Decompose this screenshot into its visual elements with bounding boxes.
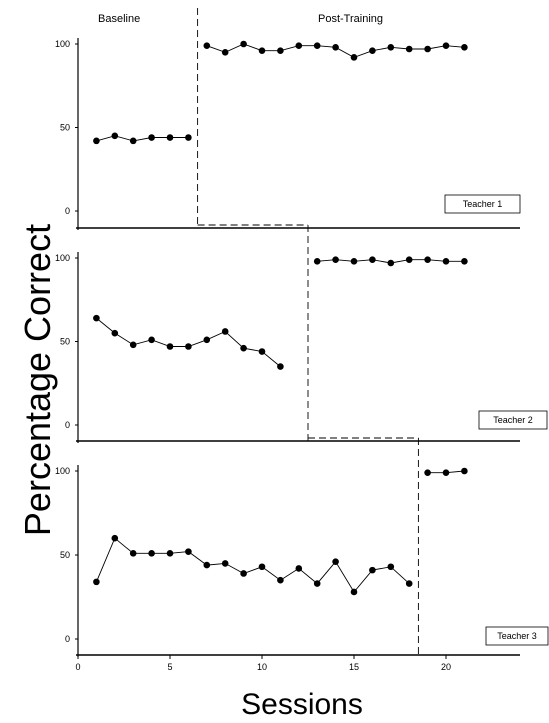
data-point	[221, 328, 229, 335]
data-point	[313, 42, 321, 49]
data-point	[332, 256, 339, 263]
teacher-label: Teacher 3	[497, 631, 537, 641]
data-point	[369, 256, 376, 263]
data-point	[148, 336, 155, 344]
series-line-baseline	[95, 537, 410, 593]
data-point	[166, 134, 174, 141]
data-point	[240, 570, 247, 577]
panel-1: 0 50 100 Teacher 1	[55, 38, 521, 230]
data-point	[332, 44, 339, 51]
phase-label-baseline: Baseline	[98, 13, 140, 25]
data-point	[258, 563, 266, 571]
data-point	[129, 137, 137, 145]
teacher-label-box	[478, 410, 548, 430]
data-point	[277, 576, 284, 584]
data-point	[442, 469, 450, 476]
panels: 0 50 100 Teacher 1 0 50 100 Teacher 2 0 50 100 Teac…	[55, 38, 549, 657]
data-point	[313, 258, 321, 265]
data-point	[203, 336, 211, 344]
data-point	[148, 550, 155, 557]
data-point	[240, 40, 247, 48]
data-point	[350, 54, 358, 61]
teacher-label: Teacher 1	[463, 199, 503, 209]
data-point	[240, 344, 247, 352]
x-axis: 0 5 10 15 20	[75, 655, 451, 672]
data-point	[93, 578, 100, 586]
data-point	[277, 47, 284, 54]
data-point	[461, 258, 468, 265]
data-point	[424, 256, 431, 263]
data-point	[442, 258, 450, 265]
y-tick-label: 50	[60, 123, 70, 133]
series-line-baseline	[96, 317, 281, 367]
data-point	[111, 132, 119, 140]
phase-label-post-training: Post-Training	[318, 13, 383, 25]
data-point	[369, 47, 376, 54]
y-tick-label: 100	[55, 39, 70, 49]
panel-2: 0 50 100 Teacher 2	[55, 252, 548, 443]
data-point	[203, 42, 211, 49]
data-point	[129, 550, 137, 557]
data-point	[185, 548, 192, 555]
data-point	[387, 259, 395, 267]
data-point	[313, 580, 321, 587]
data-point	[93, 137, 100, 145]
data-point	[387, 563, 395, 571]
data-point	[295, 42, 303, 49]
data-point	[203, 561, 211, 569]
data-point	[369, 566, 376, 574]
data-point	[221, 49, 229, 56]
x-tick-label: 10	[257, 662, 267, 672]
data-point	[166, 550, 174, 557]
data-point	[350, 258, 358, 265]
phase-change-lines	[197, 8, 419, 655]
y-tick-label: 0	[65, 206, 70, 216]
y-tick-label: 50	[60, 550, 70, 560]
data-point	[258, 348, 266, 355]
data-point	[405, 45, 413, 53]
data-point	[221, 560, 229, 567]
data-point	[350, 588, 358, 596]
data-point	[185, 343, 192, 350]
data-point	[277, 363, 284, 370]
panel-3: 0 50 100 Teacher 3	[55, 465, 549, 657]
teacher-label-box	[444, 194, 521, 214]
data-point	[461, 44, 468, 51]
teacher-label: Teacher 2	[493, 415, 533, 425]
data-point	[129, 341, 137, 349]
y-tick-label: 0	[65, 634, 70, 644]
data-point	[405, 580, 413, 587]
data-point	[442, 42, 450, 49]
x-tick-label: 5	[167, 662, 172, 672]
data-point	[387, 44, 395, 51]
data-point	[461, 467, 468, 475]
data-point	[148, 134, 155, 141]
data-point	[405, 256, 413, 263]
x-tick-label: 15	[349, 662, 359, 672]
y-tick-label: 100	[55, 466, 70, 476]
x-tick-label: 20	[441, 662, 451, 672]
y-axis-label: Percentage Correct	[17, 224, 58, 536]
x-axis-label: Sessions	[241, 688, 363, 721]
y-tick-label: 50	[60, 337, 70, 347]
teacher-label-box	[485, 626, 549, 646]
x-tick-label: 0	[75, 662, 80, 672]
data-point	[111, 329, 119, 337]
data-point	[332, 558, 339, 566]
data-point	[185, 134, 192, 141]
data-point	[111, 534, 119, 542]
data-point	[258, 47, 266, 54]
data-point	[424, 45, 431, 53]
series-line-baseline	[96, 135, 189, 142]
y-tick-label: 0	[65, 420, 70, 430]
data-point	[93, 314, 100, 322]
data-point	[424, 469, 431, 476]
y-tick-label: 100	[55, 253, 70, 263]
data-point	[166, 343, 174, 350]
data-point	[295, 565, 303, 572]
